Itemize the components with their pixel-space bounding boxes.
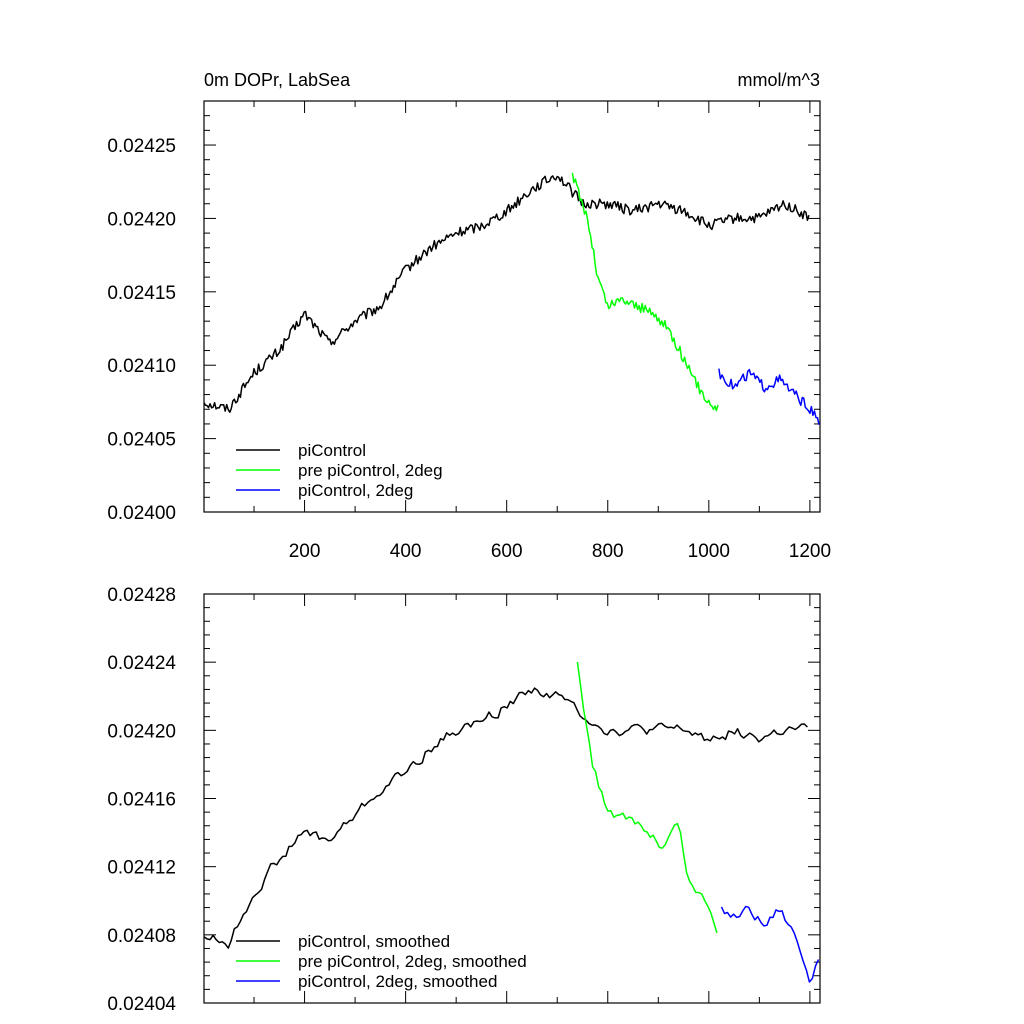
legend-label: pre piControl, 2deg, smoothed [298,952,527,971]
legend-label: piControl, 2deg, smoothed [298,972,497,991]
y-tick-label: 0.02420 [107,209,176,230]
series-line [720,905,820,983]
series-line [576,661,718,934]
series-line [203,175,810,413]
y-tick-label: 0.02420 [107,721,176,742]
plot-frame [203,593,821,1004]
legend-label: pre piControl, 2deg [298,461,443,480]
y-tick-label: 0.02405 [107,430,176,451]
y-tick-label: 0.02404 [107,994,176,1015]
panel-2: 0.02404 0.02408 0.02412 0.02416 0.02420 0.024… [107,585,821,1015]
panel1-title-right: mmol/m^3 [738,70,820,90]
y-tick-label: 0.02412 [107,858,176,879]
panel1-title-left: 0m DOPr, LabSea [204,70,351,90]
series-line [571,172,719,412]
x-tick-label: 400 [390,541,422,562]
y-tick-label: 0.02400 [107,503,176,524]
y-tick-label: 0.02424 [107,653,176,674]
x-tick-label: 200 [289,541,321,562]
legend-label: piControl [298,441,366,460]
y-tick-label: 0.02410 [107,356,176,377]
x-tick-label: 1200 [789,541,831,562]
y-tick-label: 0.02425 [107,136,176,157]
x-tick-label: 600 [491,541,523,562]
panel-1: 200 400 600 800 1000 1200 0.02400 0.02405 0.0241… [107,100,831,562]
series-line [203,687,808,949]
y-tick-label: 0.02408 [107,926,176,947]
y-tick-label: 0.02428 [107,585,176,606]
y-tick-label: 0.02416 [107,790,176,811]
plot-frame [203,100,821,513]
legend-label: piControl, 2deg [298,481,413,500]
x-tick-label: 800 [592,541,624,562]
legend-label: piControl, smoothed [298,932,450,951]
x-tick-label: 1000 [688,541,730,562]
series-line [718,368,820,425]
y-tick-label: 0.02415 [107,283,176,304]
